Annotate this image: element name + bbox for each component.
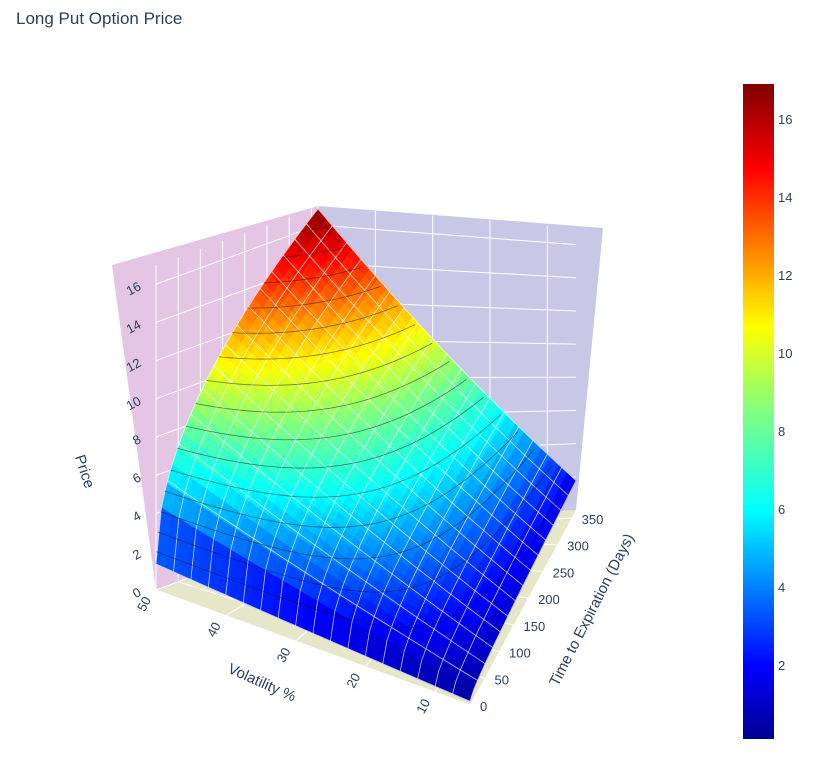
time-tick-label: 250 xyxy=(553,565,575,580)
time-tick-label: 50 xyxy=(495,672,509,687)
colorbar-tick-label: 10 xyxy=(778,346,792,361)
colorbar-ticks: 2 4 6 8 10 12 14 16 xyxy=(778,112,792,673)
volatility-axis-ticks: 10 20 30 40 50 xyxy=(134,594,433,716)
volatility-tick-label: 20 xyxy=(343,671,363,691)
volatility-tick-label: 50 xyxy=(134,594,154,614)
volatility-axis-title: Volatility % xyxy=(225,660,298,705)
volatility-tick-label: 40 xyxy=(204,620,224,640)
time-tick-label: 350 xyxy=(582,512,604,527)
time-tick-label: 200 xyxy=(538,592,560,607)
colorbar-tick-label: 8 xyxy=(778,424,785,439)
colorbar-tick-label: 16 xyxy=(778,112,792,127)
volatility-tick-label: 10 xyxy=(413,696,433,716)
time-tick-label: 100 xyxy=(509,646,531,661)
colorbar-tick-label: 14 xyxy=(778,190,792,205)
surface-gridlines xyxy=(155,208,577,702)
chart-title: Long Put Option Price xyxy=(16,9,183,28)
colorbar-tick-label: 2 xyxy=(778,658,785,673)
price-tick-label: 10 xyxy=(124,393,144,413)
time-tick-label: 150 xyxy=(524,619,546,634)
colorbar-tick-label: 12 xyxy=(778,268,792,283)
time-axis-title: Time to Expiration (Days) xyxy=(546,531,638,689)
volatility-tick-label: 30 xyxy=(274,645,294,665)
time-tick-label: 300 xyxy=(567,539,589,554)
price-axis-title: Price xyxy=(71,453,98,491)
colorbar-tick-label: 4 xyxy=(778,580,785,595)
surface-contours xyxy=(156,226,569,629)
price-tick-label: 12 xyxy=(124,355,144,375)
price-tick-label: 14 xyxy=(124,317,144,337)
price-tick-label: 2 xyxy=(130,546,143,563)
colorbar xyxy=(743,84,774,739)
time-tick-label: 0 xyxy=(480,699,487,714)
price-tick-label: 4 xyxy=(130,508,143,525)
price-tick-label: 16 xyxy=(124,279,144,299)
colorbar-tick-label: 6 xyxy=(778,502,785,517)
